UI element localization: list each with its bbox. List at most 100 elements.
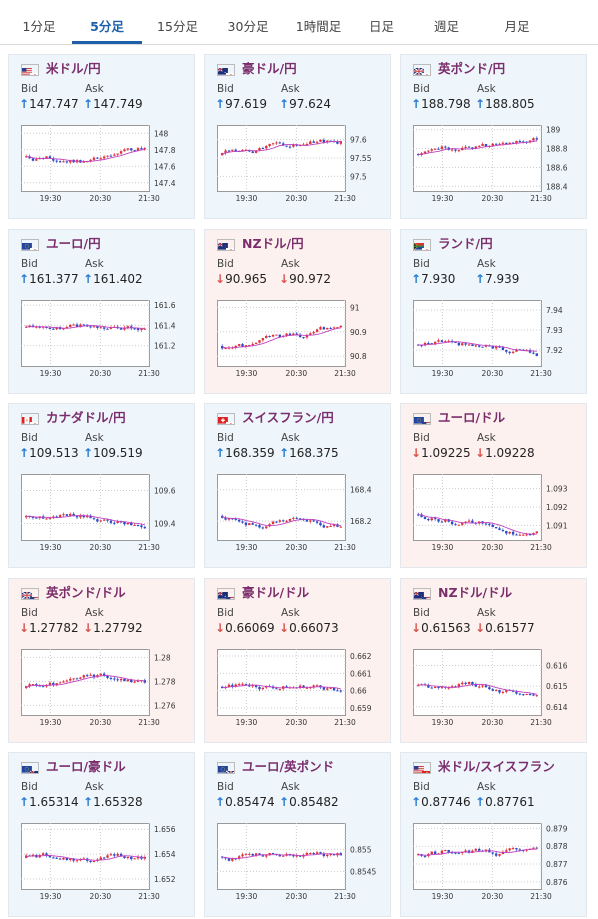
rate-card[interactable]: NZドル/ドル Bid Ask ↓0.61563 ↓0.61577 0.616 0.615 0…	[400, 578, 587, 743]
rate-card[interactable]: カナダドル/円 Bid Ask ↑109.513 ↑109.519 109.6 109.4 1…	[8, 403, 195, 568]
currency-flag-icon	[413, 762, 431, 774]
candle	[433, 518, 437, 520]
candle	[254, 342, 258, 344]
candle	[501, 142, 505, 144]
candle	[478, 345, 481, 347]
rate-card[interactable]: 英ポンド/円 Bid Ask ↑188.798 ↑188.805 189 188.8 188.…	[400, 54, 587, 219]
currency-pair-link[interactable]: 英ポンド/円	[438, 61, 506, 76]
rate-card[interactable]: スイスフラン/円 Bid Ask ↑168.359 ↑168.375 168.4 168.2…	[204, 403, 391, 568]
price-chart[interactable]: 91 90.9 90.8 19:30 20:30 21:30	[217, 300, 379, 388]
price-chart[interactable]: 7.94 7.93 7.92 19:30 20:30 21:30	[413, 300, 575, 388]
candle	[113, 854, 116, 856]
candle	[511, 142, 515, 144]
currency-flag-icon	[217, 762, 235, 774]
candle	[295, 855, 298, 857]
rate-card[interactable]: 豪ドル/円 Bid Ask ↑97.619 ↑97.624 97.6 97.55 97.5 19…	[204, 54, 391, 219]
candle	[474, 684, 478, 687]
price-chart[interactable]: 161.6 161.4 161.2 19:30 20:30 21:30	[21, 300, 183, 388]
candle	[518, 140, 522, 142]
currency-pair-link[interactable]: 英ポンド/ドル	[46, 585, 126, 600]
candle	[292, 333, 295, 336]
candle	[241, 521, 244, 523]
tab-2[interactable]: 5分足	[72, 0, 142, 44]
x-tick-label: 20:30	[482, 194, 504, 203]
tab-1[interactable]: 1分足	[22, 19, 56, 34]
currency-pair-link[interactable]: ユーロ/ドル	[438, 410, 506, 425]
candle	[227, 684, 231, 687]
currency-pair-link[interactable]: ユーロ/英ポンド	[242, 759, 335, 774]
candlestick-chart: 189 188.8 188.6 188.4 19:30 20:30 21:30	[413, 125, 568, 203]
rate-card[interactable]: 英ポンド/ドル Bid Ask ↓1.27782 ↓1.27792 1.28 1.278 1.…	[8, 578, 195, 743]
rate-card[interactable]: 米ドル/スイスフラン Bid Ask ↑0.87746 ↑0.87761 0.879 0.8…	[400, 752, 587, 917]
plot-area	[413, 474, 542, 541]
price-chart[interactable]: 1.28 1.278 1.276 19:30 20:30 21:30	[21, 649, 183, 737]
currency-pair-link[interactable]: NZドル/ドル	[438, 585, 513, 600]
candle	[444, 519, 447, 522]
arrow-down-icon: ↓	[411, 446, 422, 460]
rate-card[interactable]: ランド/円 Bid Ask ↑7.930 ↑7.939 7.94 7.93 7.92 19:30…	[400, 229, 587, 394]
price-chart[interactable]: 0.879 0.878 0.877 0.876 19:30 20:30 21:30	[413, 823, 575, 911]
candle	[140, 148, 143, 150]
arrow-up-icon: ↑	[19, 272, 30, 286]
tab-6[interactable]: 日足	[368, 19, 394, 34]
currency-pair-link[interactable]: ユーロ/円	[46, 236, 101, 251]
price-chart[interactable]: 0.855 0.8545 19:30 20:30 21:30	[217, 823, 379, 911]
candle	[254, 685, 258, 688]
price-chart[interactable]: 189 188.8 188.6 188.4 19:30 20:30 21:30	[413, 125, 575, 213]
candle	[515, 691, 518, 694]
price-chart[interactable]: 168.4 168.2 19:30 20:30 21:30	[217, 474, 379, 562]
price-chart[interactable]: 0.616 0.615 0.614 19:30 20:30 21:30	[413, 649, 575, 737]
candle	[89, 326, 92, 328]
rate-card[interactable]: 豪ドル/ドル Bid Ask ↓0.66069 ↓0.66073 0.662 0.661 0.…	[204, 578, 391, 743]
tab-7[interactable]: 週足	[433, 19, 459, 34]
price-chart[interactable]: 148 147.8 147.6 147.4 19:30 20:30 21:30	[21, 125, 183, 213]
currency-pair-link[interactable]: ランド/円	[438, 236, 493, 251]
rate-card[interactable]: ユーロ/英ポンド Bid Ask ↑0.85474 ↑0.85482 0.855 0.854…	[204, 752, 391, 917]
tab-4[interactable]: 30分足	[227, 19, 269, 34]
currency-pair-link[interactable]: カナダドル/円	[46, 410, 126, 425]
candle	[79, 515, 82, 518]
tab-3[interactable]: 15分足	[157, 19, 198, 34]
rate-card[interactable]: ユーロ/円 Bid Ask ↑161.377 ↑161.402 161.6 161.4 161…	[8, 229, 195, 394]
currency-flag-icon	[217, 588, 235, 600]
candle	[474, 848, 478, 851]
price-chart[interactable]: 97.6 97.55 97.5 19:30 20:30 21:30	[217, 125, 379, 213]
candle	[62, 857, 65, 860]
candle	[285, 520, 288, 522]
tab-5[interactable]: 1時間足	[295, 19, 342, 34]
currency-pair-link[interactable]: 米ドル/円	[46, 61, 101, 76]
bid-label: Bid	[21, 781, 38, 793]
candle	[484, 345, 488, 347]
candle	[221, 515, 224, 518]
candle	[329, 687, 332, 689]
candle	[102, 519, 106, 521]
candle	[92, 674, 96, 678]
rate-card[interactable]: NZドル/円 Bid Ask ↓90.965 ↓90.972 91 90.9 90.8 19:3…	[204, 229, 391, 394]
candle	[322, 139, 326, 143]
y-tick-label: 147.4	[154, 179, 176, 188]
currency-pair-link[interactable]: NZドル/円	[242, 236, 304, 251]
candle	[82, 161, 86, 163]
rate-card[interactable]: 米ドル/円 Bid Ask ↑147.747 ↑147.749 148 147.8 147.6…	[8, 54, 195, 219]
currency-pair-link[interactable]: スイスフラン/円	[242, 410, 334, 425]
candlestick-chart: 109.6 109.4 19:30 20:30 21:30	[21, 474, 176, 552]
candle	[261, 338, 265, 341]
currency-pair-link[interactable]: 米ドル/スイスフラン	[438, 759, 555, 774]
rate-card[interactable]: ユーロ/ドル Bid Ask ↓1.09225 ↓1.09228 1.093 1.092 1.…	[400, 403, 587, 568]
price-chart[interactable]: 109.6 109.4 19:30 20:30 21:30	[21, 474, 183, 562]
candle	[254, 853, 258, 856]
candle	[119, 853, 123, 857]
candle	[109, 155, 113, 157]
price-chart[interactable]: 1.093 1.092 1.091 19:30 20:30 21:30	[413, 474, 575, 562]
currency-pair-link[interactable]: 豪ドル/円	[242, 61, 297, 76]
currency-pair-link[interactable]: ユーロ/豪ドル	[46, 759, 126, 774]
price-chart[interactable]: 0.662 0.661 0.66 0.659 19:30 20:30 21:30	[217, 649, 379, 737]
tab-8[interactable]: 月足	[504, 19, 530, 34]
bid-price: 7.930	[421, 272, 456, 286]
rate-card[interactable]: ユーロ/豪ドル Bid Ask ↑1.65314 ↑1.65328 1.656 1.654 1…	[8, 752, 195, 917]
price-chart[interactable]: 1.656 1.654 1.652 19:30 20:30 21:30	[21, 823, 183, 911]
currency-pair-link[interactable]: 豪ドル/ドル	[242, 585, 310, 600]
candle	[41, 686, 45, 688]
candle	[89, 159, 92, 162]
ask-price: 168.375	[289, 446, 339, 460]
